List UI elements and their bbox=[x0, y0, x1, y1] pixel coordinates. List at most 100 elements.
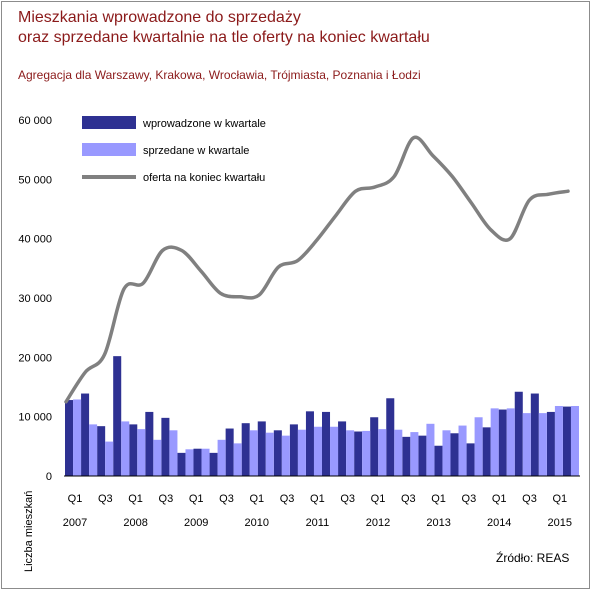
chart-title: Mieszkania wprowadzone do sprzedaży oraz… bbox=[18, 8, 430, 48]
x-tick-label-quarter: Q1 bbox=[492, 493, 507, 505]
bar-sprzedane bbox=[426, 423, 435, 476]
y-tick-label: 0 bbox=[46, 471, 52, 483]
bar-sprzedane bbox=[169, 430, 178, 476]
bar-wprowadzone bbox=[466, 443, 475, 476]
bar-wprowadzone bbox=[498, 409, 507, 476]
bar-sprzedane bbox=[249, 430, 258, 476]
x-tick-label-quarter: Q3 bbox=[98, 493, 113, 505]
x-tick-label-year: 2007 bbox=[63, 517, 87, 529]
bar-sprzedane bbox=[538, 413, 547, 476]
title-line-2: oraz sprzedane kwartalnie na tle oferty … bbox=[18, 29, 430, 46]
bar-sprzedane bbox=[121, 421, 130, 476]
bar-wprowadzone bbox=[514, 391, 523, 476]
bar-wprowadzone bbox=[129, 424, 138, 476]
bar-sprzedane bbox=[474, 417, 483, 476]
bar-wprowadzone bbox=[65, 400, 74, 476]
legend-label: oferta na koniec kwartału bbox=[143, 172, 265, 184]
y-axis-label: Liczba mieszkań bbox=[23, 490, 35, 572]
x-tick-label-quarter: Q1 bbox=[189, 493, 204, 505]
bar-sprzedane bbox=[153, 439, 162, 476]
bar-sprzedane bbox=[105, 441, 114, 476]
bar-sprzedane bbox=[281, 435, 290, 476]
x-tick-label-quarter: Q3 bbox=[522, 493, 537, 505]
bar-wprowadzone bbox=[193, 448, 202, 476]
legend-swatch bbox=[82, 143, 136, 156]
bar-wprowadzone bbox=[113, 356, 122, 476]
bar-wprowadzone bbox=[482, 427, 491, 476]
bar-wprowadzone bbox=[161, 417, 170, 476]
bar-wprowadzone bbox=[322, 411, 331, 476]
y-tick-label: 20 000 bbox=[18, 352, 52, 364]
x-tick-label-quarter: Q1 bbox=[68, 493, 83, 505]
x-tick-label-year: 2013 bbox=[426, 517, 450, 529]
bar-sprzedane bbox=[185, 449, 194, 476]
bar-wprowadzone bbox=[241, 423, 250, 476]
bar-sprzedane bbox=[297, 429, 306, 476]
x-tick-label-quarter: Q3 bbox=[340, 493, 355, 505]
bar-sprzedane bbox=[233, 443, 242, 476]
x-tick-label-year: 2012 bbox=[366, 517, 390, 529]
bar-wprowadzone bbox=[386, 398, 395, 476]
bar-wprowadzone bbox=[546, 411, 555, 476]
line-oferta bbox=[64, 135, 570, 404]
x-tick-label-year: 2008 bbox=[123, 517, 147, 529]
y-tick-label: 60 000 bbox=[18, 115, 52, 127]
bar-wprowadzone bbox=[562, 406, 571, 476]
x-tick-label-quarter: Q3 bbox=[462, 493, 477, 505]
legend-label: wprowadzone w kwartale bbox=[142, 118, 266, 130]
bar-wprowadzone bbox=[177, 452, 186, 476]
y-tick-label: 10 000 bbox=[18, 412, 52, 424]
bar-sprzedane bbox=[410, 432, 419, 476]
legend-swatch bbox=[82, 116, 136, 129]
source-note: Źródło: REAS bbox=[496, 551, 570, 565]
x-tick-label-quarter: Q1 bbox=[431, 493, 446, 505]
bar-wprowadzone bbox=[450, 433, 459, 476]
x-tick-label-year: 2014 bbox=[487, 517, 511, 529]
bar-wprowadzone bbox=[81, 393, 90, 476]
title-line-1: Mieszkania wprowadzone do sprzedaży bbox=[18, 9, 301, 26]
legend-label: sprzedane w kwartale bbox=[143, 145, 249, 157]
bar-wprowadzone bbox=[418, 435, 427, 476]
bar-wprowadzone bbox=[354, 431, 363, 476]
x-tick-label-quarter: Q1 bbox=[128, 493, 143, 505]
bar-wprowadzone bbox=[209, 452, 218, 476]
bar-wprowadzone bbox=[530, 393, 539, 476]
bar-sprzedane bbox=[362, 430, 371, 476]
x-tick-label-quarter: Q3 bbox=[401, 493, 416, 505]
bar-sprzedane bbox=[73, 399, 82, 476]
y-tick-label: 50 000 bbox=[18, 174, 52, 186]
bar-sprzedane bbox=[442, 430, 451, 476]
y-tick-label: 40 000 bbox=[18, 234, 52, 246]
bar-wprowadzone bbox=[97, 426, 106, 476]
x-tick-label-quarter: Q3 bbox=[219, 493, 234, 505]
bar-sprzedane bbox=[554, 405, 563, 476]
bar-wprowadzone bbox=[225, 428, 234, 476]
bar-wprowadzone bbox=[338, 421, 347, 476]
bar-wprowadzone bbox=[402, 436, 411, 476]
bar-sprzedane bbox=[570, 405, 579, 476]
bar-wprowadzone bbox=[257, 421, 266, 476]
x-tick-label-quarter: Q1 bbox=[249, 493, 264, 505]
bar-sprzedane bbox=[313, 426, 322, 476]
bar-sprzedane bbox=[217, 439, 226, 476]
x-tick-label-quarter: Q1 bbox=[310, 493, 325, 505]
bar-wprowadzone bbox=[289, 424, 298, 476]
bar-sprzedane bbox=[137, 429, 146, 476]
bar-sprzedane bbox=[330, 426, 339, 476]
x-tick-label-quarter: Q1 bbox=[552, 493, 567, 505]
x-tick-label-year: 2009 bbox=[184, 517, 208, 529]
bar-wprowadzone bbox=[434, 445, 443, 476]
x-tick-label-year: 2015 bbox=[548, 517, 572, 529]
bar-sprzedane bbox=[265, 432, 274, 476]
bar-sprzedane bbox=[378, 429, 387, 476]
x-tick-label-year: 2011 bbox=[306, 517, 330, 529]
bar-wprowadzone bbox=[273, 430, 282, 476]
bar-wprowadzone bbox=[370, 417, 379, 476]
bar-wprowadzone bbox=[305, 411, 314, 476]
x-tick-label-quarter: Q1 bbox=[371, 493, 386, 505]
bar-sprzedane bbox=[458, 425, 467, 476]
x-tick-label-quarter: Q3 bbox=[280, 493, 295, 505]
bar-sprzedane bbox=[490, 408, 499, 476]
